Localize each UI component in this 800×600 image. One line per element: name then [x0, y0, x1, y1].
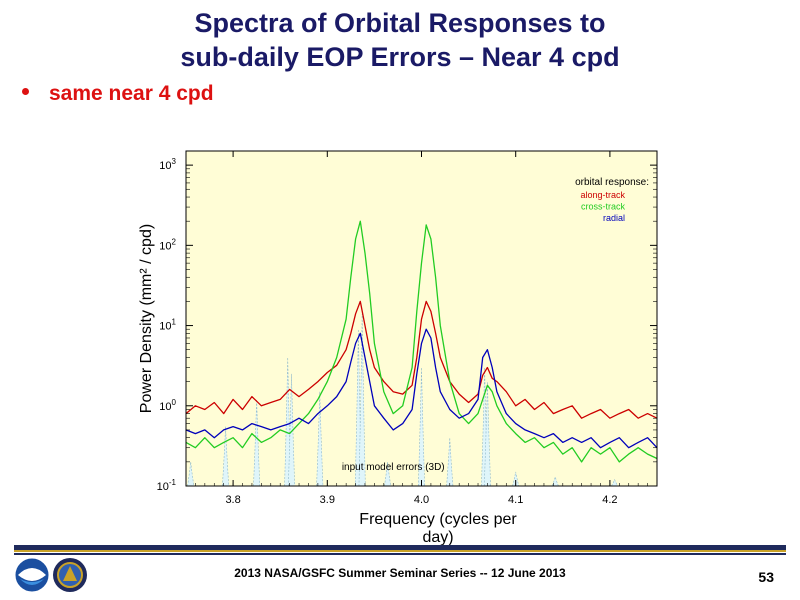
y-tick-label: 10-1: [157, 478, 177, 493]
input-error-peak: [384, 461, 392, 486]
legend-entry-cross-track: cross-track: [581, 202, 626, 212]
annotation-label: input model errors (3D): [342, 462, 445, 473]
legend-entry-radial: radial: [603, 213, 625, 223]
x-axis-label-cont: day): [422, 529, 453, 546]
noaa-logo-icon: [14, 557, 50, 593]
y-tick-label: 102: [159, 237, 176, 252]
ngs-seal-icon: [53, 558, 87, 592]
y-tick-label: 101: [159, 318, 176, 333]
input-error-peak: [417, 367, 426, 486]
series-line-cross-track: [186, 220, 657, 463]
x-tick-label: 4.1: [508, 494, 523, 506]
y-axis-label: Power Density (mm² / cpd): [138, 224, 155, 413]
x-tick-label: 4.2: [602, 494, 617, 506]
x-axis-label: Frequency (cycles per: [359, 511, 517, 528]
series-line-radial: [186, 328, 657, 449]
footer-band-navy-thin: [14, 553, 786, 555]
footer-band-gold: [14, 550, 786, 552]
input-error-peak: [288, 373, 296, 486]
x-tick-label: 4.0: [414, 494, 429, 506]
title-line-1: Spectra of Orbital Responses to: [194, 8, 606, 38]
input-error-peak: [483, 381, 491, 486]
legend-title: orbital response:: [575, 177, 649, 188]
x-tick-label: 3.8: [225, 494, 240, 506]
slide-title: Spectra of Orbital Responses to sub-dail…: [0, 6, 800, 74]
x-tick-label: 3.9: [320, 494, 335, 506]
input-error-peak: [316, 391, 324, 486]
y-tick-label: 100: [159, 398, 176, 413]
spectrum-chart: 3.8 3.9 4.0 4.1 4.2 10-1 100 101 102 103 input mod…: [138, 150, 658, 546]
footer-text: 2013 NASA/GSFC Summer Seminar Series -- …: [234, 566, 566, 580]
input-error-peak: [446, 437, 454, 486]
series-line-along-track: [186, 300, 657, 419]
input-error-peak: [611, 478, 619, 486]
input-error-peak: [253, 399, 261, 486]
input-error-peak: [187, 461, 195, 486]
footer-band-navy: [14, 545, 786, 550]
input-error-peak: [222, 426, 230, 486]
y-tick-label: 103: [159, 157, 176, 172]
bullet-dot-icon: [22, 87, 29, 95]
bullet-text: same near 4 cpd: [49, 82, 214, 105]
bullet-item: same near 4 cpd: [22, 82, 214, 106]
input-error-peak: [512, 471, 520, 486]
legend-entry-along-track: along-track: [580, 190, 625, 200]
title-line-2: sub-daily EOP Errors – Near 4 cpd: [180, 42, 620, 72]
page-number: 53: [758, 569, 774, 585]
